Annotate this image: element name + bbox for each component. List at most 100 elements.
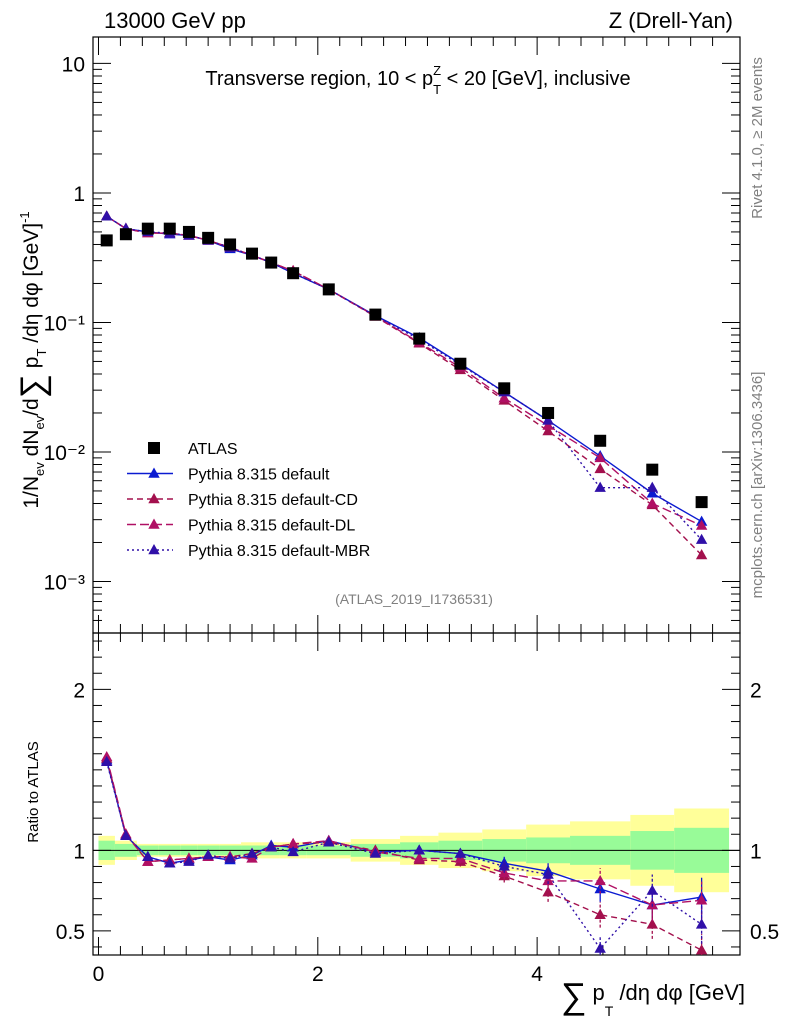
x-tick-label: 0	[93, 963, 105, 986]
atlas-data-point	[163, 222, 176, 235]
main-series-point-1	[542, 425, 554, 436]
legend-marker-3	[148, 544, 160, 555]
chart-title-part-a: Transverse region, 10 < p	[205, 68, 433, 90]
main-series-layer	[100, 210, 708, 560]
legend: ATLAS Pythia 8.315 default Pythia 8.315 de…	[127, 441, 370, 560]
legend-entry-label: Pythia 8.315 default-MBR	[188, 543, 370, 560]
ratio-point-3	[142, 850, 154, 861]
ratio-point-2	[695, 894, 708, 905]
ratio-tick-labels: 0.5 0.5 1 1 2 2 0 2 4	[56, 679, 779, 986]
legend-entry-label: Pythia 8.315 default-DL	[188, 518, 355, 535]
ratio-series-layer	[101, 750, 708, 955]
collision-energy-label: 13000 GeV pp	[104, 8, 246, 33]
main-series-point-3	[695, 533, 708, 544]
chart-title-superscript: Z	[433, 63, 441, 78]
main-y-axis-label: 1/Nev dNev/d∑ pT /dη dφ [GeV]-1	[14, 211, 52, 508]
main-y-tick-label: 10⁻¹	[44, 312, 85, 335]
legend-marker-atlas	[148, 442, 160, 454]
atlas-data-point	[100, 234, 113, 247]
main-series-point-0	[646, 487, 658, 498]
atlas-data-point	[322, 283, 335, 296]
main-panel: 10⁻³ 10⁻² 10⁻¹ 1 10 Transverse region, 10 < …	[14, 36, 741, 634]
atlas-data-point	[413, 332, 426, 345]
ratio-point-3	[369, 847, 382, 858]
atlas-data-point	[542, 406, 555, 419]
atlas-data-point	[141, 222, 154, 235]
atlas-data-point	[646, 463, 659, 476]
ratio-y-axis-label: Ratio to ATLAS	[25, 741, 42, 842]
ratio-point-3	[265, 841, 277, 852]
x-tick-label: 2	[312, 963, 324, 986]
ratio-point-3	[542, 868, 554, 879]
main-y-tick-label: 10	[62, 53, 85, 76]
chart-title: Transverse region, 10 < pTZ < 20 [GeV], …	[205, 63, 630, 97]
main-series-point-2	[646, 497, 658, 508]
chart-title-subscript: T	[433, 82, 441, 97]
legend-marker-1	[148, 493, 160, 504]
ratio-y-tick-label: 0.5	[56, 921, 85, 944]
legend-entry-label: Pythia 8.315 default	[188, 467, 330, 484]
ratio-y-tick-label-right: 1	[750, 840, 762, 863]
atlas-data-point	[498, 382, 511, 395]
main-series-point-2	[594, 451, 606, 463]
ratio-point-3	[695, 918, 708, 929]
ratio-point-3	[413, 844, 425, 855]
ratio-point-3	[498, 860, 510, 871]
ratio-point-3	[287, 845, 299, 857]
process-label: Z (Drell-Yan)	[609, 8, 733, 33]
ratio-point-3	[454, 847, 467, 858]
x-axis-label: ∑ pT /dη dφ [GeV]	[561, 975, 745, 1019]
ratio-point-3	[183, 855, 195, 866]
ratio-y-tick-label: 2	[73, 679, 85, 702]
ratio-point-2	[594, 874, 606, 886]
main-series-point-3	[646, 481, 658, 492]
x-axis-label-text: ∑ pT /dη dφ [GeV]	[561, 975, 745, 1019]
atlas-data-point	[119, 228, 132, 241]
atlas-data-point	[287, 267, 300, 280]
atlas-data-point	[369, 308, 382, 321]
atlas-data-point	[454, 357, 467, 370]
legend-entry-label: Pythia 8.315 default-CD	[188, 492, 358, 509]
main-y-tick-labels: 10⁻³ 10⁻² 10⁻¹ 1 10	[44, 53, 85, 594]
ratio-point-1	[594, 908, 606, 919]
main-series-point-3	[101, 210, 113, 221]
ratio-point-3	[323, 836, 335, 847]
main-series-point-1	[594, 462, 606, 474]
ratio-point-2	[287, 837, 299, 849]
analysis-tag: (ATLAS_2019_I1736531)	[335, 591, 493, 607]
ratio-point-1	[646, 918, 658, 929]
main-axis-ticks	[93, 37, 740, 634]
mcplots-reference-label: mcplots.cern.ch [arXiv:1306.3436]	[749, 372, 766, 599]
ratio-point-3	[646, 884, 658, 895]
atlas-data-point	[594, 434, 607, 447]
ratio-point-3	[202, 849, 214, 860]
main-series-point-3	[542, 414, 554, 425]
main-y-axis-label-text: 1/Nev dNev/d∑ pT /dη dφ [GeV]-1	[14, 211, 52, 508]
main-y-tick-label: 10⁻²	[44, 442, 85, 465]
atlas-data-point	[695, 496, 708, 509]
ratio-point-3	[101, 755, 113, 766]
ratio-point-3	[224, 852, 236, 863]
ratio-y-tick-label-right: 2	[750, 679, 762, 702]
ratio-axis-ticks	[93, 633, 740, 955]
ratio-plot-frame	[92, 632, 741, 956]
atlas-data-point	[202, 231, 215, 244]
atlas-data-point	[246, 247, 259, 260]
main-y-tick-label: 10⁻³	[44, 571, 85, 594]
ratio-point-3	[164, 857, 176, 868]
main-series-point-3	[594, 481, 606, 492]
ratio-point-2	[413, 852, 425, 863]
legend-entry-label: ATLAS	[188, 441, 238, 458]
rivet-version-label: Rivet 4.1.0, ≥ 2M events	[749, 57, 766, 219]
main-y-tick-label: 1	[73, 183, 85, 206]
chart-title-part-b: < 20 [GeV], inclusive	[441, 68, 631, 90]
main-series-point-1	[695, 549, 708, 560]
main-series-point-2	[695, 519, 708, 530]
ratio-point-3	[594, 942, 606, 953]
legend-marker-2	[148, 518, 160, 529]
atlas-data-point	[265, 256, 278, 269]
atlas-data-point	[224, 238, 237, 251]
main-series-point-2	[498, 392, 510, 403]
ratio-y-tick-label: 1	[73, 840, 85, 863]
